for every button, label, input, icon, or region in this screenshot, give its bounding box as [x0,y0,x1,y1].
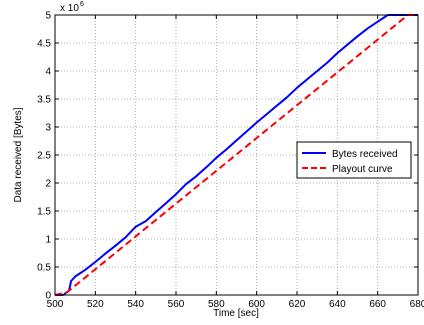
x-tick-label: 640 [329,299,346,310]
y-tick-label: 4.5 [37,39,51,50]
legend-label-playout-curve: Playout curve [332,164,393,175]
y-tick-labels: 0 0.5 1 1.5 2 2.5 3 3.5 4 4.5 5 [37,11,51,302]
legend: Bytes received Playout curve [296,141,412,179]
x-tick-label: 680 [410,299,424,310]
grid [55,15,418,295]
x-tick-label: 520 [87,299,104,310]
y-tick-label: 1 [45,235,51,246]
y-tick-label: 1.5 [37,207,51,218]
x-tick-label: 620 [289,299,306,310]
legend-box [296,141,412,179]
series-line-bytes-received [55,14,418,296]
y-axis-label: Data received [Bytes] [13,107,24,202]
x-tick-label: 600 [248,299,265,310]
y-scale-label: x 10 [60,3,79,14]
x-tick-label: 580 [208,299,225,310]
x-tick-label: 500 [47,299,64,310]
y-tick-label: 0 [45,291,51,302]
x-tick-label: 540 [127,299,144,310]
y-tick-label: 3.5 [37,95,51,106]
legend-label-bytes-received: Bytes received [332,149,398,160]
y-scale-exponent: 6 [80,1,84,8]
x-tick-label: 660 [369,299,386,310]
y-tick-label: 3 [45,123,51,134]
y-tick-label: 2.5 [37,151,51,162]
y-tick-label: 0.5 [37,263,51,274]
y-tick-label: 4 [45,67,51,78]
x-tick-label: 560 [168,299,185,310]
x-tick-labels: 500 520 540 560 580 600 620 640 660 680 [47,299,424,310]
ticks [54,14,419,296]
x-axis-label: Time [sec] [213,308,259,319]
y-tick-label: 2 [45,179,51,190]
y-tick-label: 5 [45,11,51,22]
